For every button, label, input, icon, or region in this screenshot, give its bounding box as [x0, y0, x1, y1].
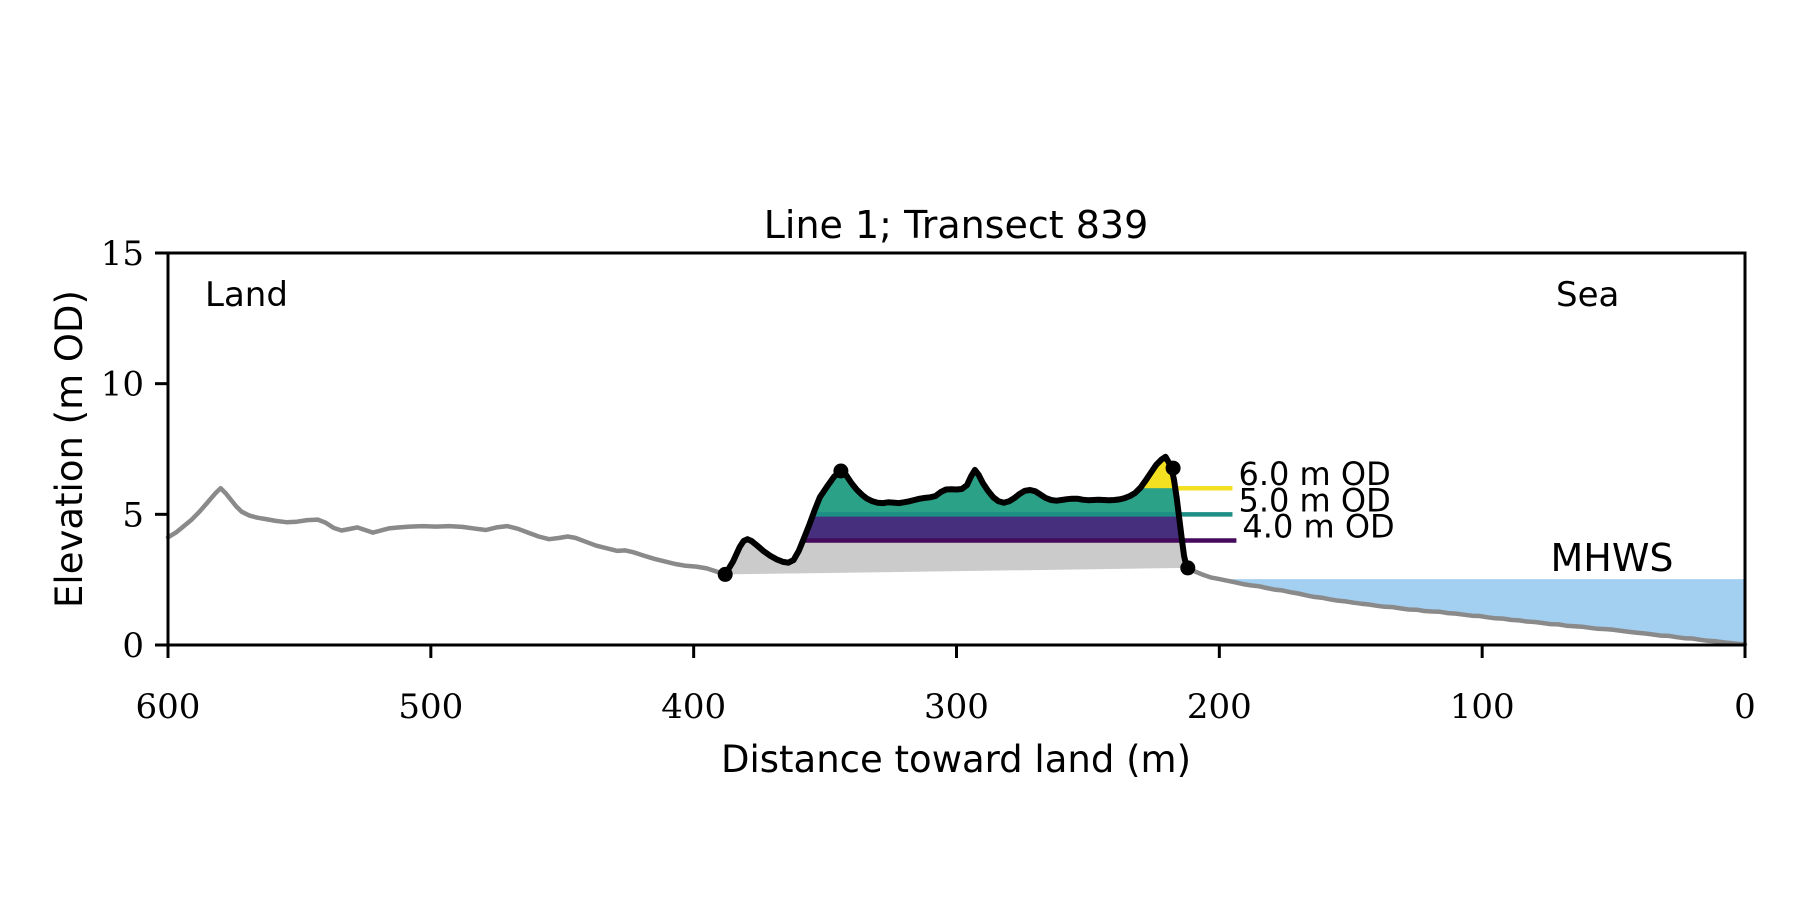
x-tick-label-300: 300	[924, 687, 989, 727]
profile-marker-dot	[717, 566, 733, 582]
y-axis-label: Elevation (m OD)	[48, 290, 91, 608]
plot-profiles	[165, 453, 1748, 647]
contour-annotations: 4.0 m OD5.0 m OD6.0 m OD	[1238, 455, 1394, 545]
profile-marker-dot	[1165, 460, 1181, 476]
y-tick-label-5: 5	[122, 495, 144, 535]
contour-label-5m: 5.0 m OD	[1238, 481, 1390, 519]
profile-marker-dot	[833, 463, 849, 479]
sea-label: Sea	[1556, 275, 1619, 315]
contour-band-4m	[802, 514, 1188, 541]
profile-marker-dot	[1180, 560, 1196, 576]
x-tick-label-400: 400	[661, 687, 726, 727]
x-tick-label-600: 600	[136, 687, 201, 727]
land-profile-line	[165, 485, 728, 577]
x-tick-label-500: 500	[398, 687, 463, 727]
land-label: Land	[205, 275, 288, 315]
x-tick-label-0: 0	[1734, 687, 1756, 727]
x-tick-label-200: 200	[1187, 687, 1252, 727]
chart-title: Line 1; Transect 839	[764, 203, 1149, 247]
contour-label-4m: 4.0 m OD	[1242, 507, 1394, 545]
mhws-label: MHWS	[1550, 536, 1673, 580]
axis-ticks	[155, 251, 1747, 658]
y-tick-label-0: 0	[122, 626, 144, 666]
y-tick-label-15: 15	[101, 234, 144, 274]
sea-profile-line	[1185, 565, 1748, 647]
contour-label-6m: 6.0 m OD	[1238, 455, 1390, 493]
dune-profile-line	[722, 453, 1191, 578]
axis-tick-labels: 600 500 400 300 200 100 0 15 10 5 0	[101, 234, 1756, 727]
x-axis-label: Distance toward land (m)	[721, 738, 1191, 781]
x-tick-label-100: 100	[1450, 687, 1515, 727]
y-tick-label-10: 10	[101, 365, 144, 405]
